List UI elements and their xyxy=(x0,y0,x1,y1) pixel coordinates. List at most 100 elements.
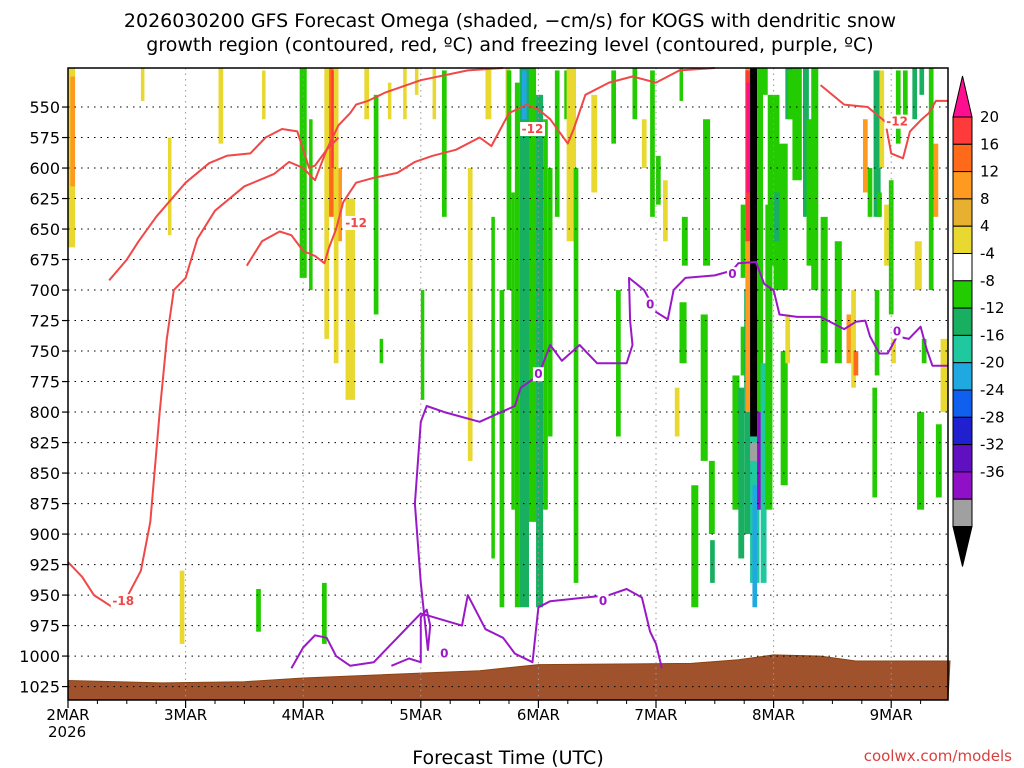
omega-cell xyxy=(573,168,579,583)
colorbar-label: 16 xyxy=(980,135,999,153)
omega-cell xyxy=(820,216,828,364)
omega-cell xyxy=(179,570,185,644)
omega-cell xyxy=(140,68,145,101)
omega-cell xyxy=(935,424,942,498)
omega-cell xyxy=(521,70,527,120)
omega-cell xyxy=(834,241,842,364)
omega-cell xyxy=(554,70,560,217)
omega-cell xyxy=(846,314,852,364)
omega-cell xyxy=(364,68,370,120)
y-tick-label: 625 xyxy=(29,190,60,209)
omega-cell xyxy=(333,68,339,364)
colorbar-label: -28 xyxy=(980,408,1005,426)
omega-cell xyxy=(914,241,922,291)
contour-label-bg xyxy=(110,594,136,609)
y-tick-label: 800 xyxy=(29,403,60,422)
omega-cell xyxy=(309,119,313,291)
omega-cell xyxy=(877,192,882,217)
dgz-contour-right xyxy=(819,84,948,160)
y-tick-label: 825 xyxy=(29,434,60,453)
omega-cell xyxy=(853,351,859,376)
omega-cell xyxy=(773,192,780,242)
omega-cell xyxy=(750,68,758,437)
omega-cell xyxy=(940,338,948,413)
contour-label-bg xyxy=(532,367,544,382)
colorbar-label: -32 xyxy=(980,436,1005,454)
omega-cell xyxy=(888,180,894,315)
omega-cell xyxy=(591,94,598,193)
colorbar-segment xyxy=(952,362,973,391)
omega-cell xyxy=(811,68,819,291)
y-tick-label: 700 xyxy=(29,281,60,300)
y-tick-label: 650 xyxy=(29,220,60,239)
colorbar-label: 8 xyxy=(980,190,990,208)
omega-cell xyxy=(536,94,544,608)
omega-cell xyxy=(420,290,425,400)
omega-cell xyxy=(765,204,773,510)
omega-cell xyxy=(757,68,764,510)
omega-cell xyxy=(338,168,343,242)
omega-cell xyxy=(874,290,880,376)
omega-cell xyxy=(740,326,746,376)
omega-cell xyxy=(564,70,568,120)
omega-cell xyxy=(373,94,379,315)
colorbar-label: -20 xyxy=(980,354,1005,372)
contour-label: -12 xyxy=(522,122,544,136)
contour-label-bg xyxy=(597,594,609,609)
omega-cell xyxy=(787,70,795,120)
dgz-contour-mid xyxy=(245,67,715,267)
x-tick-label: 9MAR xyxy=(870,706,913,724)
contour-label: 0 xyxy=(893,325,901,339)
colorbar-label: -36 xyxy=(980,463,1005,481)
colorbar-label: -24 xyxy=(980,381,1005,399)
freezing-level-contour xyxy=(391,261,948,667)
omega-cell xyxy=(921,338,927,364)
colorbar-segment xyxy=(952,334,973,364)
ground-surface xyxy=(67,654,951,701)
omega-cell xyxy=(650,70,655,217)
colorbar-segment xyxy=(952,171,973,200)
omega-cell xyxy=(167,137,172,236)
omega-cell xyxy=(543,119,548,510)
plot-frame xyxy=(67,67,949,701)
contour-label: 0 xyxy=(440,647,448,661)
y-tick-label: 850 xyxy=(29,464,60,483)
omega-cell xyxy=(681,216,688,266)
y-tick-label: 600 xyxy=(29,159,60,178)
grid-lines xyxy=(68,68,948,700)
chart-title-line-2: growth region (contoured, red, ºC) and f… xyxy=(146,34,873,56)
omega-cell xyxy=(674,387,680,437)
omega-cell xyxy=(256,588,261,632)
y-tick-label: 575 xyxy=(29,129,60,148)
x-tick-label: 2MAR xyxy=(46,706,89,724)
omega-cell xyxy=(656,155,661,205)
contour-label: -12 xyxy=(345,216,367,230)
x-axis-year: 2026 xyxy=(48,723,86,741)
colorbar-label: -16 xyxy=(980,326,1005,344)
omega-cell xyxy=(780,351,788,486)
omega-cell xyxy=(218,68,224,144)
colorbar-label: 12 xyxy=(980,163,999,181)
contour-label-bg xyxy=(726,267,738,282)
omega-shading xyxy=(68,68,948,644)
omega-cell xyxy=(862,119,868,193)
omega-cell xyxy=(632,68,638,120)
omega-cell xyxy=(499,290,505,608)
omega-cell xyxy=(691,485,699,608)
y-tick-label: 1000 xyxy=(19,647,60,666)
dgz-contour-upper xyxy=(108,67,504,281)
y-tick-label: 675 xyxy=(29,251,60,270)
colorbar-label: -4 xyxy=(980,245,995,263)
omega-cell xyxy=(740,204,746,278)
dgz-contour-minus18 xyxy=(67,136,340,609)
omega-cell xyxy=(928,68,934,291)
omega-cell xyxy=(566,68,577,242)
site-credit: coolwx.com/models xyxy=(864,747,1012,765)
omega-cell xyxy=(700,314,708,461)
omega-cell xyxy=(611,70,617,144)
y-tick-label: 950 xyxy=(29,586,60,605)
omega-cell xyxy=(432,68,437,120)
colorbar-top-arrow xyxy=(952,75,973,118)
y-tick-label: 875 xyxy=(29,495,60,514)
omega-cell xyxy=(485,68,492,120)
